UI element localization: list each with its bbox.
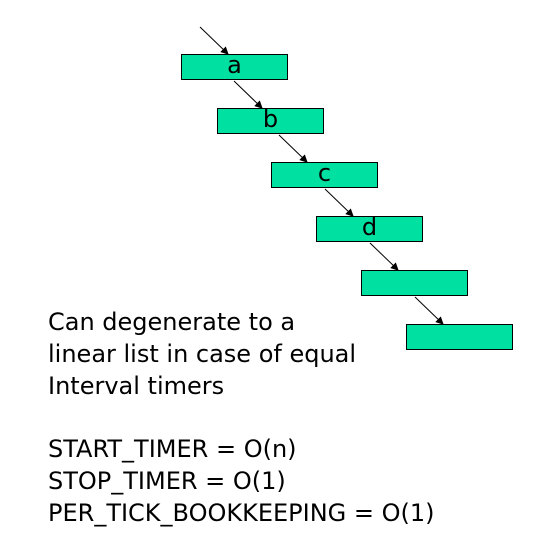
arrow-b-to-c xyxy=(278,134,308,163)
arrow-c-to-d xyxy=(324,188,354,217)
list-node-a: a xyxy=(181,51,288,80)
node-label-d: d xyxy=(361,213,378,241)
degeneration-caption: Can degenerate to a linear list in case … xyxy=(48,306,356,402)
start-timer-complexity: START_TIMER = O(n) xyxy=(48,435,297,463)
node-label-c: c xyxy=(317,159,332,187)
node-label-b: b xyxy=(262,105,279,133)
arrow-a-to-b xyxy=(233,80,263,109)
entry-arrow xyxy=(199,26,229,55)
arrow-d-to-e xyxy=(369,242,399,271)
caption-line-3: Interval timers xyxy=(48,372,225,400)
arrow-e-to-f xyxy=(414,296,444,325)
stop-timer-complexity: STOP_TIMER = O(1) xyxy=(48,467,286,495)
list-node-e xyxy=(361,270,468,296)
list-node-d: d xyxy=(316,213,423,242)
list-node-f xyxy=(406,324,513,350)
per-tick-complexity: PER_TICK_BOOKKEEPING = O(1) xyxy=(48,499,435,527)
complexity-list: START_TIMER = O(n) STOP_TIMER = O(1) PER… xyxy=(48,433,435,529)
list-node-c: c xyxy=(271,159,378,188)
list-node-b: b xyxy=(217,105,324,134)
node-label-a: a xyxy=(227,51,242,79)
caption-line-1: Can degenerate to a xyxy=(48,308,296,336)
caption-line-2: linear list in case of equal xyxy=(48,340,357,368)
